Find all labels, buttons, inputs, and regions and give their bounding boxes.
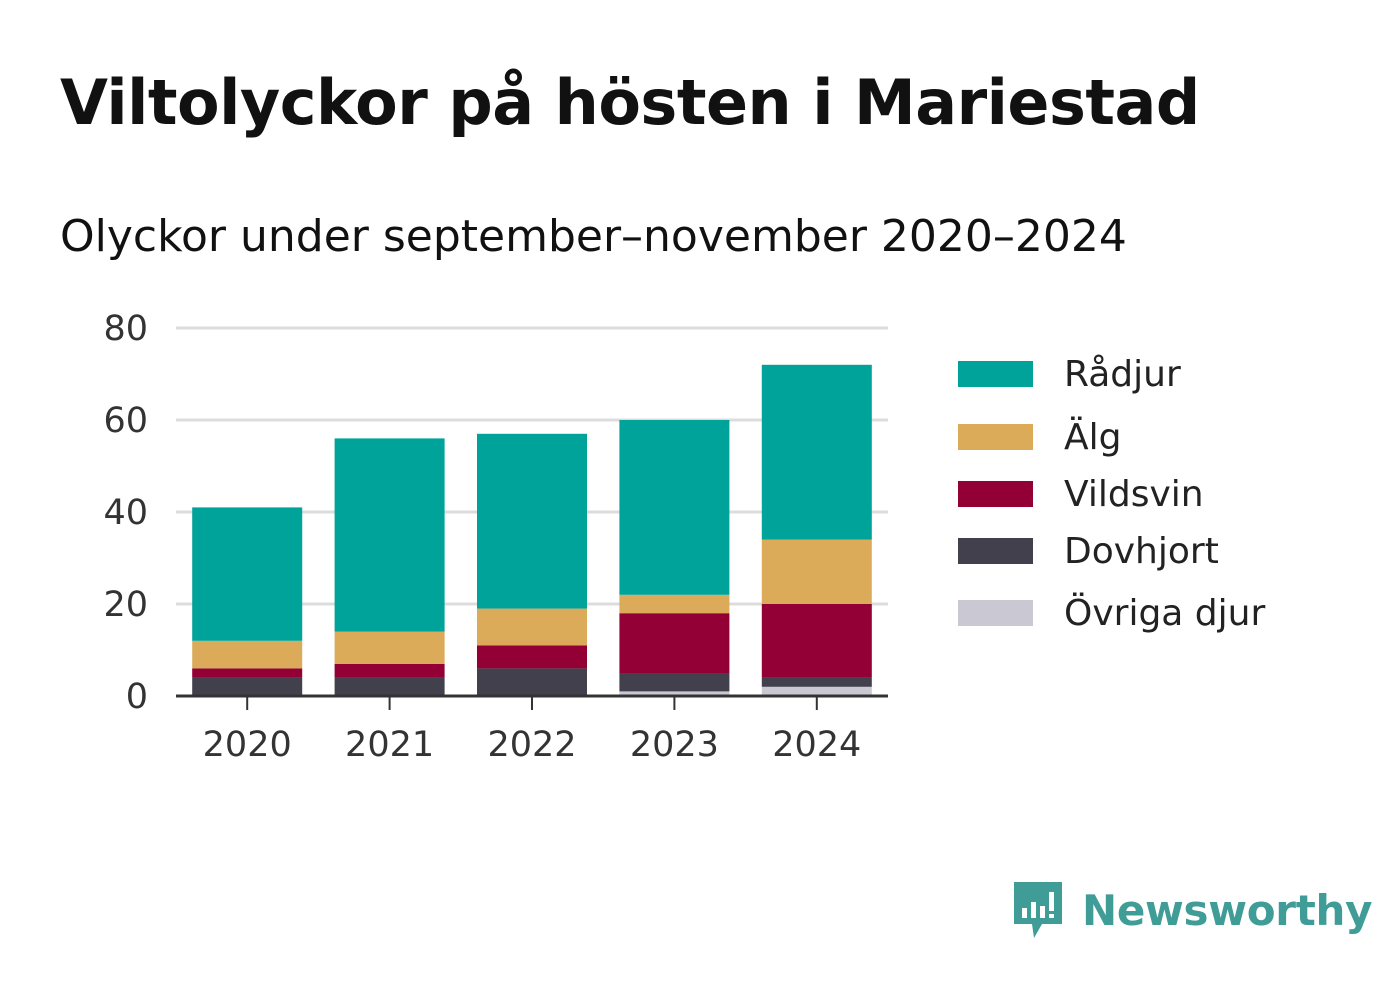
legend-item: Övriga djur — [958, 593, 1265, 634]
bar-segment — [761, 539, 872, 604]
bar-segment — [192, 640, 303, 669]
bars — [192, 364, 872, 696]
bar-segment — [619, 594, 730, 614]
legend-swatch — [958, 481, 1033, 507]
chart-subtitle: Olyckor under september–november 2020–20… — [60, 211, 1127, 262]
legend-swatch — [958, 600, 1033, 626]
x-tick-label: 2023 — [630, 725, 719, 765]
x-tick-label: 2020 — [203, 725, 292, 765]
legend-swatch — [958, 361, 1033, 387]
bar-segment — [761, 677, 872, 687]
legend-label: Rådjur — [1064, 353, 1181, 395]
legend-label: Övriga djur — [1064, 592, 1266, 634]
bar-segment — [477, 668, 587, 696]
bar-segment — [619, 420, 730, 595]
x-tick-label: 2024 — [772, 725, 861, 765]
brand-name: Newsworthy — [1082, 885, 1373, 935]
y-tick-label: 80 — [103, 309, 148, 349]
bar-segment — [619, 673, 730, 692]
y-tick-label: 40 — [103, 493, 148, 533]
legend-label: Älg — [1064, 416, 1122, 458]
bar-segment — [334, 631, 445, 664]
bar-segment — [334, 663, 445, 678]
axes: 0 20 40 60 80 2020 2021 2022 2023 2024 — [103, 309, 888, 765]
brand-logo: Newsworthy — [1012, 880, 1372, 940]
bar-segment — [619, 691, 730, 696]
y-tick-label: 20 — [103, 585, 148, 625]
chart-title: Viltolyckor på hösten i Mariestad — [60, 66, 1200, 139]
bar-segment — [192, 507, 303, 641]
legend-item: Dovhjort — [958, 531, 1219, 572]
bar-segment — [761, 364, 872, 540]
bar-segment — [334, 677, 445, 696]
y-tick-label: 60 — [103, 401, 148, 441]
legend-swatch — [958, 538, 1033, 564]
bar-segment — [477, 433, 587, 609]
bar-segment — [477, 608, 587, 646]
bar-segment — [334, 438, 445, 632]
x-tick-label: 2021 — [345, 725, 434, 765]
newsworthy-logo-icon — [1014, 882, 1062, 938]
x-tick-label: 2022 — [487, 725, 576, 765]
legend-item: Vildsvin — [958, 474, 1204, 515]
bar-segment — [477, 645, 587, 669]
bar-segment — [192, 668, 303, 678]
y-tick-label: 0 — [126, 677, 148, 717]
bar-segment — [192, 677, 303, 696]
bar-segment — [619, 613, 730, 673]
legend-item: Rådjur — [958, 354, 1181, 395]
legend-item: Älg — [958, 417, 1121, 458]
legend-label: Dovhjort — [1064, 530, 1219, 572]
bar-segment — [761, 604, 872, 678]
bar-segment — [761, 686, 872, 696]
legend-label: Vildsvin — [1064, 473, 1204, 515]
legend-swatch — [958, 424, 1033, 450]
